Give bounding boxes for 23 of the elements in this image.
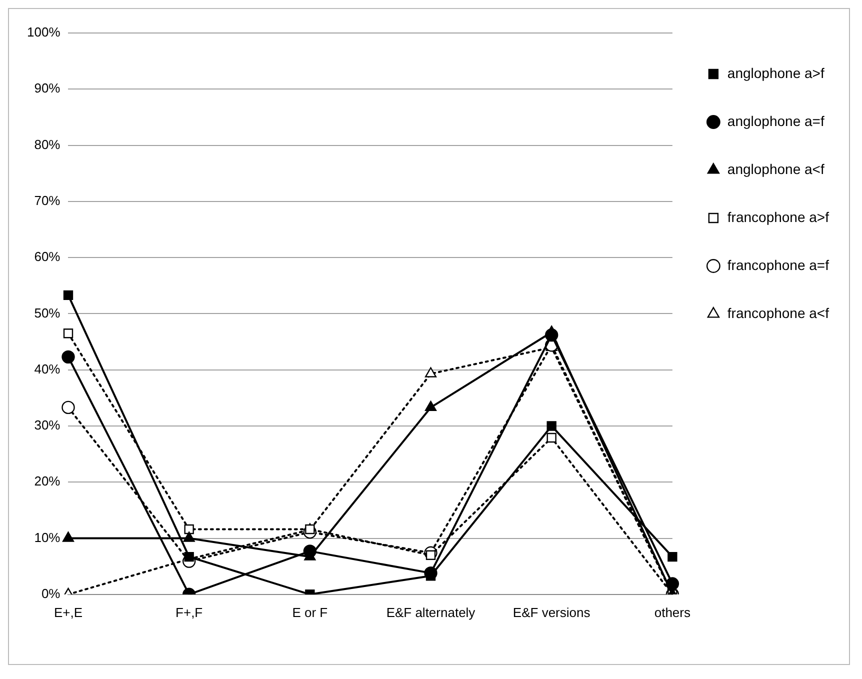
- x-tick-label: E or F: [292, 604, 328, 620]
- y-tick-label: 90%: [34, 80, 61, 96]
- legend-label: anglophone a=f: [727, 112, 824, 129]
- y-tick-label: 20%: [34, 474, 61, 489]
- y-tick-label: 10%: [34, 530, 61, 545]
- x-tick-label: others: [654, 604, 691, 620]
- y-tick-label: 40%: [34, 361, 61, 376]
- x-tick-label: E&F versions: [512, 604, 591, 620]
- y-tick-label: 70%: [34, 193, 61, 208]
- y-tick-label: 30%: [34, 418, 61, 433]
- x-tick-label: E+,E: [54, 604, 83, 620]
- y-tick-label: 80%: [34, 136, 61, 152]
- legend-label: francophone a=f: [727, 256, 830, 273]
- y-tick-label: 50%: [34, 305, 61, 320]
- legend-label: francophone a<f: [727, 304, 830, 321]
- legend-label: anglophone a<f: [727, 160, 824, 177]
- x-tick-label: F+,F: [176, 604, 203, 620]
- x-tick-label: E&F alternately: [386, 604, 476, 620]
- y-tick-label: 0%: [41, 586, 61, 601]
- y-tick-label: 60%: [34, 249, 61, 264]
- legend-label: anglophone a>f: [727, 64, 824, 81]
- legend-label: francophone a>f: [727, 208, 830, 225]
- y-tick-label: 100%: [27, 24, 61, 40]
